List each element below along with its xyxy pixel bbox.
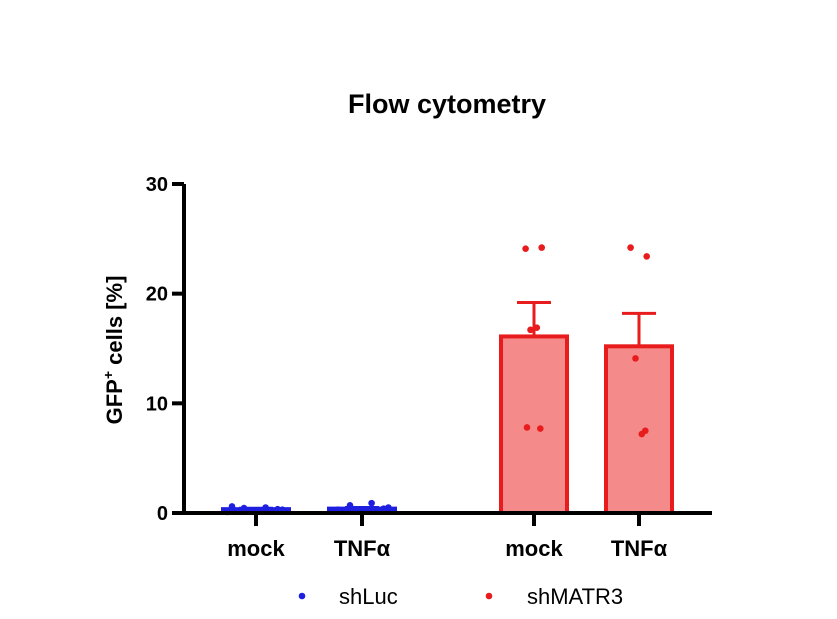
data-point (627, 244, 634, 251)
data-point (642, 427, 649, 435)
legend-marker-shLuc (298, 592, 306, 600)
bar-shMATR3-2 (499, 334, 569, 516)
data-point (522, 245, 529, 253)
data-point (346, 502, 354, 509)
y-axis-label-main: GFP (102, 379, 127, 424)
legend-marker-shMATR3 (485, 592, 493, 600)
y-tick-label: 20 (146, 284, 168, 306)
data-point (240, 504, 248, 512)
bar-shMATR3-3 (604, 344, 674, 515)
data-point (533, 324, 541, 331)
data-point (274, 505, 281, 513)
x-category-label: mock (505, 536, 563, 561)
error-bars-layer (239, 300, 656, 510)
y-tick-label: 10 (146, 393, 168, 415)
bars-layer (221, 334, 674, 516)
y-tick-label: 0 (157, 503, 168, 525)
legend-label-shLuc: shLuc (339, 584, 398, 609)
data-point (228, 503, 236, 510)
data-point (632, 355, 639, 362)
x-category-label: mock (227, 536, 285, 561)
y-axis-label-sup: + (100, 371, 116, 379)
y-axis-label-rest: cells [%] (102, 276, 127, 371)
data-point (262, 504, 269, 511)
y-tick-label: 30 (146, 174, 168, 196)
points-layer (223, 244, 650, 516)
y-axis-label: GFP+ cells [%] (100, 276, 127, 425)
chart-title: Flow cytometry (348, 89, 546, 119)
data-point (368, 499, 375, 507)
legend-label-shMATR3: shMATR3 (527, 584, 623, 609)
legend: shLuc shMATR3 (298, 584, 623, 609)
axes-layer (172, 182, 712, 526)
data-point (527, 326, 534, 334)
data-point (537, 425, 544, 432)
data-point (380, 505, 387, 512)
x-category-label: TNFα (611, 536, 668, 561)
data-point (523, 424, 531, 431)
data-point (538, 244, 545, 251)
data-point (643, 253, 650, 260)
x-category-label: TNFα (334, 536, 391, 561)
labels-layer: 0 10 20 30 mock TNFα mock TNFα (146, 174, 668, 561)
